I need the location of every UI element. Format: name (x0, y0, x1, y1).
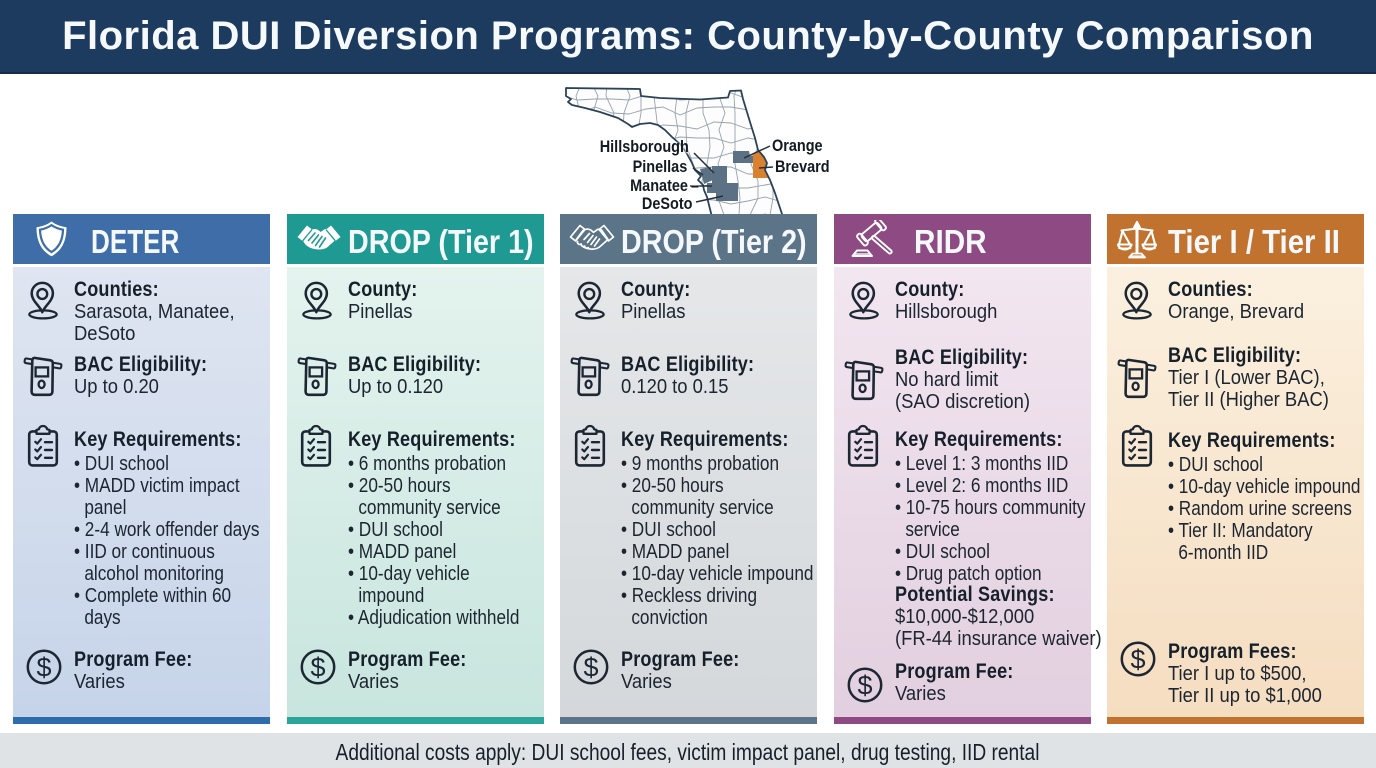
svg-text:$: $ (1130, 645, 1145, 675)
svg-text:$: $ (583, 653, 598, 683)
svg-text:$: $ (310, 653, 325, 683)
svg-text:$: $ (857, 671, 872, 701)
svg-text:$: $ (36, 653, 51, 683)
